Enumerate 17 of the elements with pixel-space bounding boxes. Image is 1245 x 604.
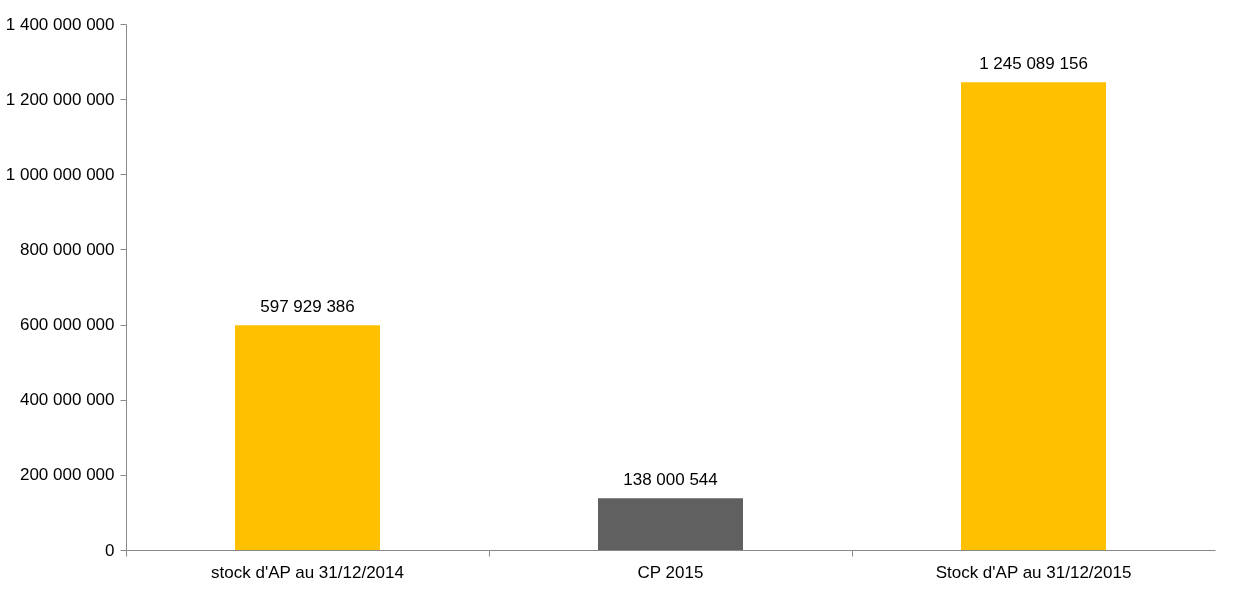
bar (961, 82, 1106, 550)
y-tick-label: 400 000 000 (19, 390, 115, 410)
y-tick-label: 1 000 000 000 (5, 164, 115, 184)
x-tick-label: stock d'AP au 31/12/2014 (211, 562, 404, 582)
y-tick-label: 800 000 000 (19, 239, 115, 259)
data-label: 138 000 544 (623, 470, 718, 490)
y-tick-label: 0 (105, 540, 115, 560)
data-label: 597 929 386 (260, 297, 355, 317)
bar (235, 325, 380, 550)
y-tick-label: 600 000 000 (19, 315, 115, 335)
bar (598, 498, 743, 550)
x-tick-label: Stock d'AP au 31/12/2015 (935, 562, 1132, 582)
y-tick-label: 200 000 000 (19, 465, 115, 485)
y-tick-label: 1 400 000 000 (5, 14, 115, 34)
y-tick-label: 1 200 000 000 (5, 89, 115, 109)
data-label: 1 245 089 156 (979, 54, 1088, 74)
x-tick-label: CP 2015 (637, 562, 704, 582)
